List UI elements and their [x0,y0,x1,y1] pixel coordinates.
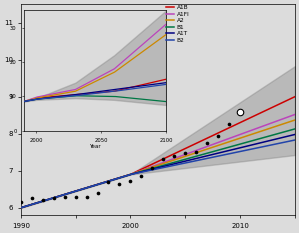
Point [227,123,231,126]
Point [161,157,166,161]
Point [62,195,67,199]
Point [205,141,210,145]
Point [84,195,89,199]
Point [40,199,45,202]
Point [139,174,144,178]
Point [128,179,133,183]
Point [29,196,34,200]
Point [194,150,199,154]
Point [150,166,155,170]
Point [19,200,23,204]
Point [172,154,177,158]
Point [106,180,111,184]
Point [183,151,187,155]
Point [238,110,242,113]
Legend: A1B, A1FI, A2, B1, A1T, B2: A1B, A1FI, A2, B1, A1T, B2 [166,5,190,43]
Point [117,182,122,186]
Point [216,134,220,137]
Point [95,191,100,195]
Point [73,195,78,199]
Point [51,196,56,200]
